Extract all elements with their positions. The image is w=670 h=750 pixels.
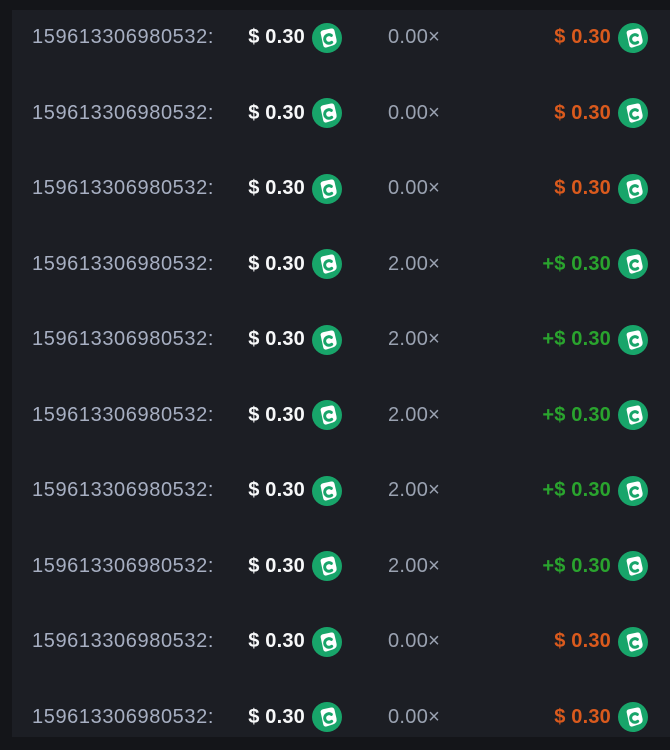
payout-cell: +$ 0.30: [542, 400, 648, 431]
bet-amount-cell: $ 0.30: [227, 173, 342, 204]
multiplier: 0.00×: [388, 26, 441, 49]
bet-id: 159613306980532:: [32, 101, 215, 124]
payout-cell: $ 0.30: [554, 22, 648, 53]
bet-amount-cell: $ 0.30: [227, 249, 342, 280]
coin-icon: [618, 173, 648, 204]
payout-cell: +$ 0.30: [542, 551, 648, 582]
table-row[interactable]: 159613306980532: $ 0.30 0.00× $ 0.30: [12, 151, 670, 227]
payout-amount: +$ 0.30: [542, 554, 611, 577]
bet-id: 159613306980532:: [32, 630, 215, 653]
table-row[interactable]: 159613306980532: $ 0.30 0.00× $ 0.30: [12, 604, 670, 680]
coin-icon: [618, 400, 648, 431]
coin-icon: [618, 475, 648, 506]
bet-amount: $ 0.30: [248, 403, 305, 426]
coin-icon: [618, 324, 648, 355]
payout-amount: +$ 0.30: [542, 479, 611, 502]
bet-amount-cell: $ 0.30: [227, 324, 342, 355]
bet-amount: $ 0.30: [248, 177, 305, 200]
bet-amount: $ 0.30: [248, 26, 305, 49]
payout-amount: $ 0.30: [554, 177, 611, 200]
bet-amount-cell: $ 0.30: [227, 475, 342, 506]
bet-rows: 159613306980532: $ 0.30 0.00× $ 0.30: [12, 10, 670, 737]
coin-icon: [312, 551, 342, 582]
bet-id: 159613306980532:: [32, 252, 215, 275]
payout-cell: $ 0.30: [554, 702, 648, 733]
payout-cell: $ 0.30: [554, 98, 648, 129]
table-row[interactable]: 159613306980532: $ 0.30 2.00× +$ 0.30: [12, 529, 670, 605]
coin-icon: [312, 22, 342, 53]
bet-amount-cell: $ 0.30: [227, 22, 342, 53]
bet-id: 159613306980532:: [32, 479, 215, 502]
payout-cell: +$ 0.30: [542, 324, 648, 355]
multiplier: 2.00×: [388, 403, 441, 426]
payout-cell: +$ 0.30: [542, 249, 648, 280]
multiplier: 2.00×: [388, 328, 441, 351]
bet-id: 159613306980532:: [32, 554, 215, 577]
table-row[interactable]: 159613306980532: $ 0.30 2.00× +$ 0.30: [12, 378, 670, 454]
bet-amount-cell: $ 0.30: [227, 98, 342, 129]
coin-icon: [312, 626, 342, 657]
payout-amount: +$ 0.30: [542, 403, 611, 426]
table-row[interactable]: 159613306980532: $ 0.30 2.00× +$ 0.30: [12, 227, 670, 303]
bet-history-table: 159613306980532: $ 0.30 0.00× $ 0.30: [12, 10, 670, 737]
multiplier: 0.00×: [388, 705, 441, 728]
multiplier: 0.00×: [388, 101, 441, 124]
bet-id: 159613306980532:: [32, 177, 215, 200]
coin-icon: [618, 702, 648, 733]
table-row[interactable]: 159613306980532: $ 0.30 0.00× $ 0.30: [12, 680, 670, 738]
coin-icon: [312, 400, 342, 431]
multiplier: 2.00×: [388, 479, 441, 502]
bet-amount: $ 0.30: [248, 554, 305, 577]
table-row[interactable]: 159613306980532: $ 0.30 0.00× $ 0.30: [12, 10, 670, 76]
payout-cell: $ 0.30: [554, 173, 648, 204]
coin-icon: [312, 173, 342, 204]
bet-amount: $ 0.30: [248, 101, 305, 124]
table-row[interactable]: 159613306980532: $ 0.30 2.00× +$ 0.30: [12, 453, 670, 529]
bet-id: 159613306980532:: [32, 403, 215, 426]
bet-amount-cell: $ 0.30: [227, 626, 342, 657]
bet-amount-cell: $ 0.30: [227, 400, 342, 431]
bet-amount: $ 0.30: [248, 705, 305, 728]
multiplier: 2.00×: [388, 554, 441, 577]
coin-icon: [312, 98, 342, 129]
payout-cell: +$ 0.30: [542, 475, 648, 506]
multiplier: 2.00×: [388, 252, 441, 275]
coin-icon: [312, 324, 342, 355]
payout-amount: +$ 0.30: [542, 252, 611, 275]
coin-icon: [618, 22, 648, 53]
bet-id: 159613306980532:: [32, 705, 215, 728]
bet-amount: $ 0.30: [248, 479, 305, 502]
bet-id: 159613306980532:: [32, 328, 215, 351]
bet-amount-cell: $ 0.30: [227, 702, 342, 733]
coin-icon: [618, 98, 648, 129]
bet-amount: $ 0.30: [248, 630, 305, 653]
payout-amount: +$ 0.30: [542, 328, 611, 351]
bet-amount: $ 0.30: [248, 252, 305, 275]
multiplier: 0.00×: [388, 630, 441, 653]
payout-amount: $ 0.30: [554, 101, 611, 124]
bet-amount-cell: $ 0.30: [227, 551, 342, 582]
payout-amount: $ 0.30: [554, 705, 611, 728]
coin-icon: [618, 626, 648, 657]
table-row[interactable]: 159613306980532: $ 0.30 2.00× +$ 0.30: [12, 302, 670, 378]
table-row[interactable]: 159613306980532: $ 0.30 0.00× $ 0.30: [12, 76, 670, 152]
bet-amount: $ 0.30: [248, 328, 305, 351]
coin-icon: [618, 551, 648, 582]
payout-cell: $ 0.30: [554, 626, 648, 657]
coin-icon: [312, 249, 342, 280]
coin-icon: [312, 475, 342, 506]
payout-amount: $ 0.30: [554, 26, 611, 49]
payout-amount: $ 0.30: [554, 630, 611, 653]
coin-icon: [618, 249, 648, 280]
multiplier: 0.00×: [388, 177, 441, 200]
coin-icon: [312, 702, 342, 733]
bet-id: 159613306980532:: [32, 26, 215, 49]
